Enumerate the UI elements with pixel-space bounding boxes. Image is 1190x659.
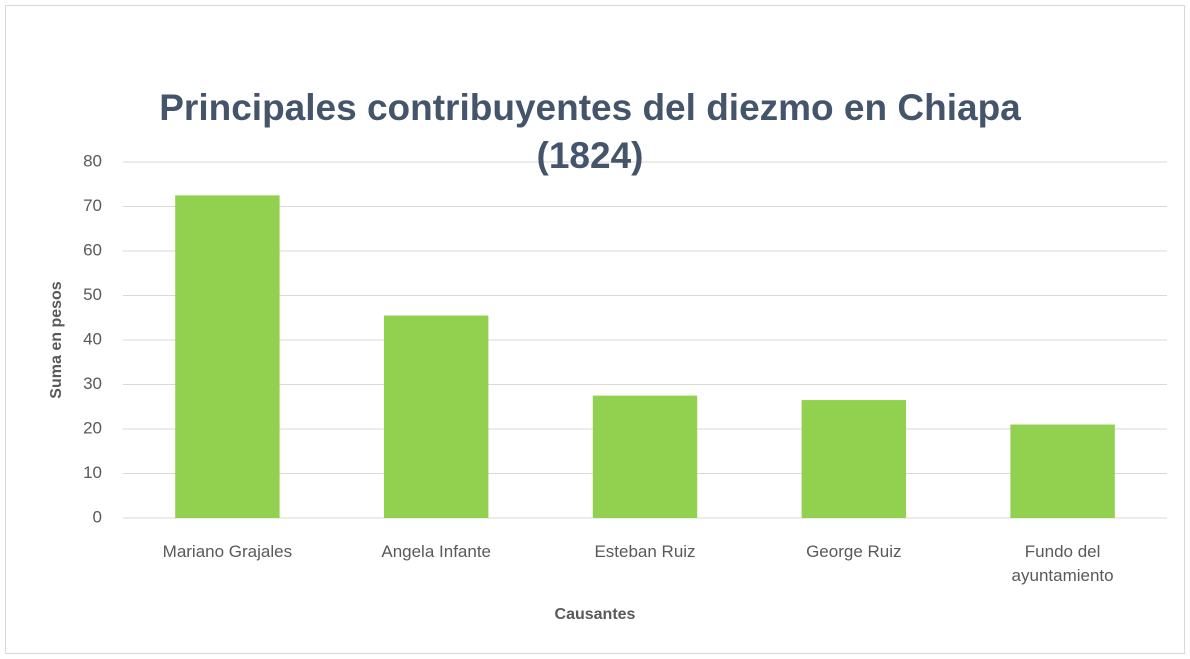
y-tick-label: 60 xyxy=(83,240,102,259)
y-tick-label: 80 xyxy=(83,151,102,170)
y-tick-label: 20 xyxy=(83,418,102,437)
y-tick-label: 50 xyxy=(83,285,102,304)
y-axis-label: Suma en pesos xyxy=(48,281,65,398)
y-tick-label: 0 xyxy=(93,507,102,526)
y-tick-label: 10 xyxy=(83,463,102,482)
y-tick-label: 70 xyxy=(83,196,102,215)
bar xyxy=(175,195,280,518)
bar xyxy=(801,400,906,518)
bar xyxy=(384,315,489,518)
x-tick-label: Angela Infante xyxy=(381,542,492,561)
x-tick-label: Esteban Ruiz xyxy=(594,542,696,561)
chart-title: Principales contribuyentes del diezmo en… xyxy=(159,87,1021,176)
x-tick-label: Mariano Grajales xyxy=(162,542,293,561)
x-tick-label: George Ruiz xyxy=(806,542,902,561)
bar xyxy=(592,395,698,518)
chart-border xyxy=(5,5,1185,654)
x-tick-label: Fundo del ayuntamiento xyxy=(1011,542,1114,585)
bar xyxy=(1010,424,1115,518)
x-axis-label: Causantes xyxy=(554,606,636,623)
y-tick-label: 40 xyxy=(83,329,102,348)
y-tick-label: 30 xyxy=(83,374,102,393)
